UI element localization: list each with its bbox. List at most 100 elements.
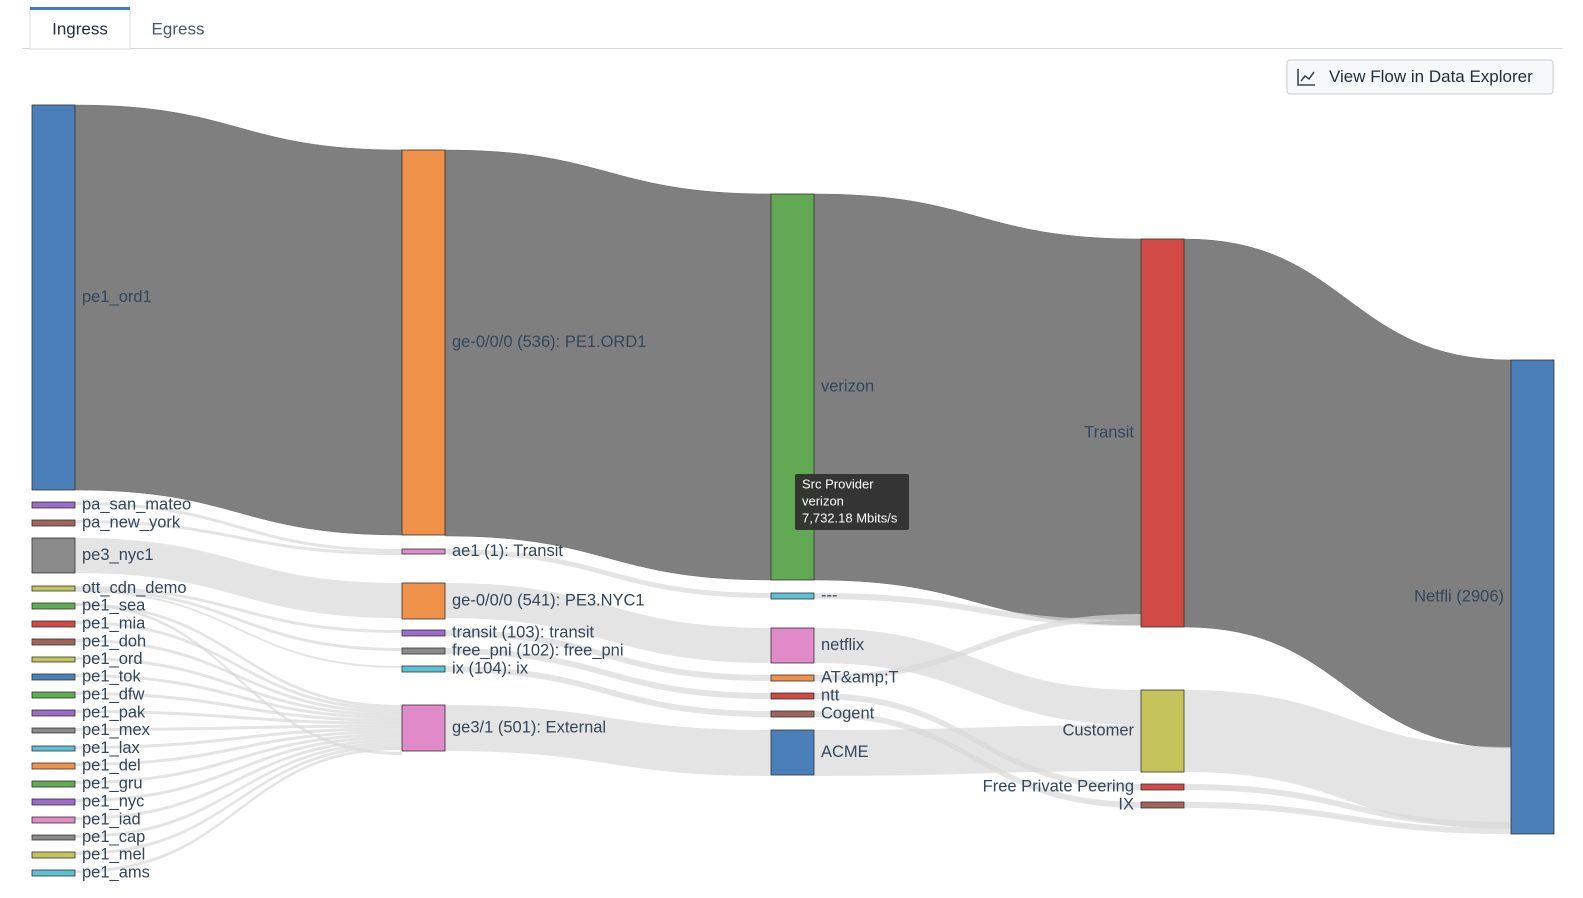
sankey-node <box>31 851 76 859</box>
sankey-node <box>1140 689 1185 773</box>
flow-link <box>445 630 771 681</box>
sankey-node <box>31 638 76 646</box>
node-label: ge-0/0/0 (536): PE1.ORD1 <box>452 333 646 351</box>
node-label: pe1_del <box>82 756 141 774</box>
button-icon <box>1297 69 1315 86</box>
flow-link <box>75 538 402 618</box>
flow-link <box>75 741 402 838</box>
node-label: IX <box>1118 795 1134 813</box>
flow-link <box>75 603 402 708</box>
sankey-node <box>31 745 76 752</box>
sankey-node <box>31 585 76 592</box>
node-label: pa_new_york <box>82 513 181 531</box>
sankey-node <box>31 691 76 699</box>
node-label: transit (103): transit <box>452 623 595 641</box>
sankey-node <box>770 627 815 664</box>
sankey-node <box>401 149 446 536</box>
flow-link <box>814 725 1141 776</box>
sankey-node <box>770 674 815 682</box>
flow-link <box>75 710 402 725</box>
sankey-node <box>31 798 76 806</box>
tooltip: Src Provider verizon 7,732.18 Mbits/s <box>795 474 909 530</box>
sankey-node <box>31 780 76 788</box>
node-label: pe1_gru <box>82 774 143 792</box>
node-label: Transit <box>1084 423 1134 441</box>
node-label: pe1_ord <box>82 650 143 668</box>
node-label: pe1_nyc <box>82 792 144 810</box>
links <box>74 104 1512 873</box>
sankey-node <box>31 104 76 491</box>
flow-link <box>75 738 402 820</box>
sankey-node <box>31 519 76 527</box>
flow-link <box>75 588 402 651</box>
flow-link <box>75 727 402 749</box>
explorer-button[interactable] <box>1286 59 1554 95</box>
flow-link <box>74 104 403 536</box>
tab-ingress[interactable]: Ingress <box>52 19 108 38</box>
sankey-node <box>31 869 76 877</box>
sankey-node <box>31 501 76 509</box>
sankey-node <box>401 704 446 752</box>
sankey-node <box>401 548 446 555</box>
flow-link <box>75 657 402 717</box>
flow-link <box>1184 784 1511 828</box>
node-label: Free Private Peering <box>983 777 1134 795</box>
node-label: pe1_mel <box>82 845 145 863</box>
sankey-node <box>770 692 815 700</box>
sankey-node <box>401 629 446 637</box>
tooltip-name: verizon <box>802 493 844 508</box>
sankey-node <box>1510 359 1555 835</box>
flow-link <box>1184 690 1511 829</box>
sankey-node <box>31 727 76 734</box>
flow-link <box>1183 238 1512 749</box>
sankey-node <box>770 710 815 718</box>
flow-link <box>445 705 771 776</box>
node-label: netflix <box>821 636 865 654</box>
flow-link <box>75 724 402 731</box>
tooltip-box <box>795 474 909 530</box>
flow-link <box>75 674 402 720</box>
sankey-node <box>31 709 76 717</box>
active-tab[interactable] <box>29 7 131 50</box>
flow-link <box>75 744 402 855</box>
sankey-node <box>1140 783 1185 791</box>
sankey-node <box>770 592 815 600</box>
node-label: ott_cdn_demo <box>82 579 187 597</box>
button-label[interactable]: View Flow in Data Explorer <box>1329 67 1533 86</box>
node-label: --- <box>821 586 837 604</box>
sankey-node <box>401 665 446 673</box>
node-label: pe1_ams <box>82 863 150 881</box>
sankey-node <box>401 582 446 620</box>
node-label: ge-0/0/0 (541): PE3.NYC1 <box>452 591 645 609</box>
flow-link <box>75 639 402 714</box>
node-label: pe1_sea <box>82 596 146 614</box>
tooltip-value: 7,732.18 Mbits/s <box>802 510 898 525</box>
node-label: Netfli (2906) <box>1414 587 1504 605</box>
sankey-node <box>31 537 76 574</box>
flow-link <box>75 586 402 633</box>
node-label: free_pni (102): free_pni <box>452 641 624 659</box>
flow-link <box>1184 802 1511 834</box>
flow-link <box>75 603 402 755</box>
active-tab-marker <box>30 7 130 10</box>
node-label: Cogent <box>821 704 875 722</box>
flow-link <box>75 520 402 555</box>
sankey-node <box>31 602 76 610</box>
node-label: pe1_mia <box>82 614 146 632</box>
node-label: pe1_dfw <box>82 685 144 703</box>
flow-link <box>75 502 402 552</box>
node-label: ae1 (1): Transit <box>452 542 563 560</box>
node-label: verizon <box>821 377 874 395</box>
flow-link <box>814 628 1141 725</box>
flow-link <box>814 614 1141 681</box>
tab-egress[interactable]: Egress <box>152 19 205 38</box>
flow-link <box>445 648 771 699</box>
node-label: ntt <box>821 686 840 704</box>
flow-link <box>75 747 402 873</box>
sankey-node <box>31 620 76 628</box>
tooltip-title: Src Provider <box>802 476 874 491</box>
flow-link <box>444 149 772 581</box>
node-label: ge3/1 (501): External <box>452 718 606 736</box>
